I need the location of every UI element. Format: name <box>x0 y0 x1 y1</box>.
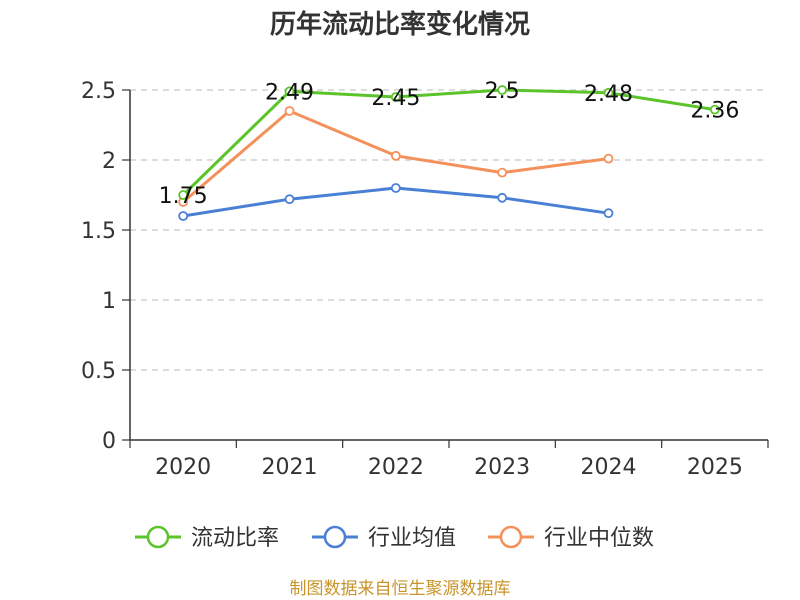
data-point[interactable] <box>284 86 295 97</box>
data-point[interactable] <box>603 208 614 219</box>
data-point[interactable] <box>603 87 614 98</box>
data-point[interactable] <box>497 167 508 178</box>
series-line-0 <box>182 88 716 197</box>
data-label: 2.36 <box>690 99 739 124</box>
legend-marker-icon <box>499 525 523 549</box>
data-point[interactable] <box>709 104 720 115</box>
y-axis: 0 0.5 1 1.5 2 2.5 <box>81 79 131 454</box>
legend-marker-icon <box>146 525 170 549</box>
x-axis: 2020 2021 2022 2023 2024 2025 <box>129 439 769 480</box>
data-point[interactable] <box>390 92 401 102</box>
y-tick-label: 2.5 <box>81 79 116 104</box>
data-point[interactable] <box>178 190 189 200</box>
series-group <box>178 85 720 221</box>
source-note: 制图数据来自恒生聚源数据库 <box>290 579 511 599</box>
x-tick-label: 2025 <box>687 455 743 480</box>
legend-marker-icon <box>323 525 347 549</box>
y-tick-label: 2 <box>102 149 116 174</box>
x-tick-label: 2024 <box>581 455 637 480</box>
data-label: 2.48 <box>584 82 633 107</box>
legend-item-0[interactable]: 流动比率 <box>135 525 279 551</box>
x-tick-label: 2022 <box>368 455 424 480</box>
data-labels: 1.75 2.49 2.45 2.5 2.48 2.36 <box>159 79 740 209</box>
grid-lines <box>130 89 768 371</box>
y-tick-label: 1 <box>102 289 116 314</box>
x-tick-label: 2020 <box>155 455 211 480</box>
data-point[interactable] <box>284 194 295 205</box>
x-tick-label: 2023 <box>474 455 530 480</box>
legend-label: 流动比率 <box>191 526 279 551</box>
data-point[interactable] <box>390 150 401 161</box>
y-tick-label: 0 <box>102 429 116 454</box>
data-point[interactable] <box>497 85 508 95</box>
data-label: 2.49 <box>265 80 314 105</box>
data-label: 2.5 <box>485 79 520 104</box>
y-tick-label: 1.5 <box>81 219 116 244</box>
data-label: 2.45 <box>371 86 420 111</box>
data-point[interactable] <box>497 192 508 203</box>
legend[interactable]: 流动比率 行业均值 行业中位数 <box>135 525 654 551</box>
x-tick-label: 2021 <box>262 455 318 480</box>
data-point[interactable] <box>178 211 189 221</box>
y-tick-label: 0.5 <box>81 359 116 384</box>
data-point[interactable] <box>603 153 614 164</box>
legend-item-1[interactable]: 行业均值 <box>312 525 456 551</box>
data-point[interactable] <box>390 183 401 193</box>
chart-title: 历年流动比率变化情况 <box>270 9 530 40</box>
legend-item-2[interactable]: 行业中位数 <box>488 525 654 551</box>
data-point[interactable] <box>284 106 295 116</box>
legend-label: 行业中位数 <box>544 526 654 551</box>
data-label: 1.75 <box>159 184 208 209</box>
legend-label: 行业均值 <box>368 526 456 551</box>
